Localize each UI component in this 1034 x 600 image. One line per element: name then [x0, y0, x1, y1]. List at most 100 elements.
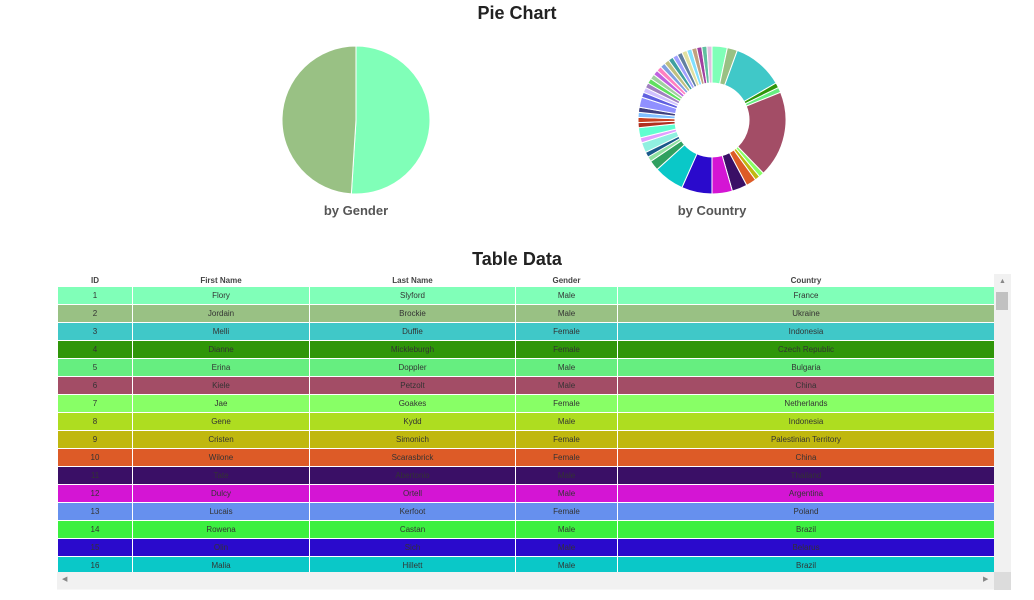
cell-last-name: Goakes: [309, 394, 516, 413]
vertical-scroll-thumb[interactable]: [996, 292, 1008, 310]
cell-last-name: Castan: [309, 520, 516, 539]
cell-first-name: Erina: [132, 358, 310, 377]
cell-country: Indonesia: [617, 322, 994, 341]
table-row[interactable]: 5 Erina Doppler Male Bulgaria: [57, 358, 994, 377]
cell-id: 14: [57, 520, 133, 539]
table-row[interactable]: 8 Gene Kydd Male Indonesia: [57, 412, 994, 431]
cell-first-name: Dulcy: [132, 484, 310, 503]
cell-first-name: Cristen: [132, 430, 310, 449]
cell-id: 3: [57, 322, 133, 341]
cell-first-name: Malia: [132, 556, 310, 572]
cell-id: 5: [57, 358, 133, 377]
table-row[interactable]: 10 Wilone Scarasbrick Female China: [57, 448, 994, 467]
vertical-scrollbar[interactable]: ▲: [994, 274, 1011, 572]
table-row[interactable]: 2 Jordain Brockie Male Ukraine: [57, 304, 994, 323]
table-header-row: ID First Name Last Name Gender Country: [57, 274, 994, 287]
table-row[interactable]: 15 Olin Sich Male Belarus: [57, 538, 994, 557]
cell-gender: Male: [515, 520, 618, 539]
cell-last-name: Abertonio: [309, 466, 516, 485]
cell-last-name: Ortell: [309, 484, 516, 503]
pie-chart-title: Pie Chart: [477, 3, 557, 23]
cell-first-name: Dianne: [132, 340, 310, 359]
cell-first-name: Melli: [132, 322, 310, 341]
cell-id: 10: [57, 448, 133, 467]
cell-first-name: Flory: [132, 286, 310, 305]
country-donut-chart: [637, 45, 787, 195]
cell-country: Belarus: [617, 538, 994, 557]
cell-gender: Male: [515, 484, 618, 503]
cell-gender: Female: [515, 502, 618, 521]
cell-last-name: Duffie: [309, 322, 516, 341]
cell-country: China: [617, 376, 994, 395]
scroll-left-arrow-icon[interactable]: ◀: [62, 576, 68, 583]
cell-id: 16: [57, 556, 133, 572]
cell-last-name: Simonich: [309, 430, 516, 449]
cell-country: Argentina: [617, 484, 994, 503]
scroll-up-arrow-icon[interactable]: ▲: [999, 278, 1006, 285]
table-row[interactable]: 11 Tate Abertonio Male Thailand: [57, 466, 994, 485]
table-row[interactable]: 6 Kiele Petzolt Male China: [57, 376, 994, 395]
cell-last-name: Slyford: [309, 286, 516, 305]
cell-gender: Female: [515, 430, 618, 449]
cell-first-name: Jae: [132, 394, 310, 413]
cell-gender: Male: [515, 304, 618, 323]
cell-gender: Male: [515, 466, 618, 485]
cell-gender: Male: [515, 376, 618, 395]
table-row[interactable]: 12 Dulcy Ortell Male Argentina: [57, 484, 994, 503]
cell-gender: Male: [515, 538, 618, 557]
table-row[interactable]: 14 Rowena Castan Male Brazil: [57, 520, 994, 539]
data-table-container: ID First Name Last Name Gender Country 1…: [57, 274, 1011, 590]
cell-last-name: Kerfoot: [309, 502, 516, 521]
cell-id: 13: [57, 502, 133, 521]
cell-country: Thailand: [617, 466, 994, 485]
cell-last-name: Hillett: [309, 556, 516, 572]
cell-country: France: [617, 286, 994, 305]
table-row[interactable]: 3 Melli Duffie Female Indonesia: [57, 322, 994, 341]
cell-country: Netherlands: [617, 394, 994, 413]
cell-country: Brazil: [617, 556, 994, 572]
cell-country: China: [617, 448, 994, 467]
gender-chart-label: by Gender: [323, 203, 389, 218]
cell-country: Czech Republic: [617, 340, 994, 359]
country-chart-label: by Country: [677, 203, 747, 218]
table-row[interactable]: 1 Flory Slyford Male France: [57, 286, 994, 305]
cell-id: 8: [57, 412, 133, 431]
cell-first-name: Kiele: [132, 376, 310, 395]
cell-first-name: Tate: [132, 466, 310, 485]
table-title: Table Data: [472, 249, 562, 269]
cell-last-name: Petzolt: [309, 376, 516, 395]
pie-slice-42[interactable]: [706, 45, 713, 84]
cell-country: Palestinian Territory: [617, 430, 994, 449]
cell-first-name: Gene: [132, 412, 310, 431]
table-row[interactable]: 4 Dianne Mickleburgh Female Czech Republic: [57, 340, 994, 359]
cell-id: 12: [57, 484, 133, 503]
column-header-last-name[interactable]: Last Name: [309, 274, 516, 287]
cell-first-name: Wilone: [132, 448, 310, 467]
column-header-country[interactable]: Country: [617, 274, 994, 287]
pie-slice-2[interactable]: [281, 45, 357, 195]
cell-last-name: Sich: [309, 538, 516, 557]
horizontal-scrollbar[interactable]: ◀ ▶: [57, 572, 994, 589]
column-header-first-name[interactable]: First Name: [132, 274, 310, 287]
column-header-gender[interactable]: Gender: [515, 274, 618, 287]
column-header-id[interactable]: ID: [57, 274, 133, 287]
table-row[interactable]: 7 Jae Goakes Female Netherlands: [57, 394, 994, 413]
cell-gender: Female: [515, 394, 618, 413]
cell-country: Bulgaria: [617, 358, 994, 377]
scroll-right-arrow-icon[interactable]: ▶: [983, 576, 989, 583]
table-body: 1 Flory Slyford Male France 2 Jordain Brockie Ma…: [57, 286, 994, 572]
cell-id: 7: [57, 394, 133, 413]
cell-country: Poland: [617, 502, 994, 521]
cell-id: 2: [57, 304, 133, 323]
table-row[interactable]: 9 Cristen Simonich Female Palestinian Territ…: [57, 430, 994, 449]
cell-country: Ukraine: [617, 304, 994, 323]
table-row[interactable]: 16 Malia Hillett Male Brazil: [57, 556, 994, 572]
cell-first-name: Lucais: [132, 502, 310, 521]
cell-gender: Female: [515, 340, 618, 359]
cell-first-name: Jordain: [132, 304, 310, 323]
cell-gender: Male: [515, 358, 618, 377]
cell-last-name: Brockie: [309, 304, 516, 323]
pie-slice-1[interactable]: [350, 45, 431, 195]
table-row[interactable]: 13 Lucais Kerfoot Female Poland: [57, 502, 994, 521]
cell-last-name: Kydd: [309, 412, 516, 431]
